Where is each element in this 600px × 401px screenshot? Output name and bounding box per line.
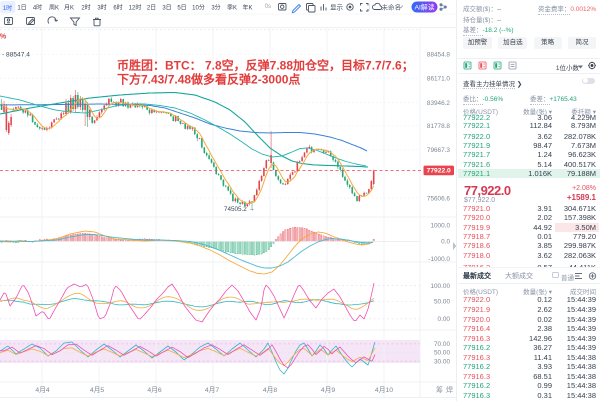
svg-text:77922.0: 77922.0 <box>427 168 451 175</box>
svg-text:币胜团：BTC： 7.8空，反弹7.88加仓空，目标7.7/: 币胜团：BTC： 7.8空，反弹7.88加仓空，目标7.7/7.6； <box>117 58 414 73</box>
svg-text:4月9: 4月9 <box>321 386 336 394</box>
svg-text:未命名: 未命名 <box>382 2 402 11</box>
svg-text:74505.2 →: 74505.2 → <box>224 206 255 213</box>
svg-text:86171.0: 86171.0 <box>427 75 451 82</box>
svg-text:50.00: 50.00 <box>434 299 450 306</box>
svg-text:4月4: 4月4 <box>35 386 50 394</box>
svg-text:筹: 筹 <box>436 385 443 394</box>
svg-text:79667.3: 79667.3 <box>427 147 451 154</box>
svg-text:1000.0: 1000.0 <box>430 223 450 230</box>
svg-text:75606.6: 75606.6 <box>427 195 451 202</box>
svg-text:AI解读: AI解读 <box>414 2 434 11</box>
svg-text:4月5: 4月5 <box>90 386 105 394</box>
svg-text:4月7: 4月7 <box>205 386 220 394</box>
svg-text:6%: 6% <box>0 34 7 41</box>
svg-text:焊: 焊 <box>446 385 453 394</box>
svg-text:4月6: 4月6 <box>147 386 162 394</box>
svg-text:88454.8: 88454.8 <box>427 52 451 59</box>
svg-text:100.00: 100.00 <box>430 283 450 290</box>
svg-text:下方7.43/7.48做多看反弹2-3000点: 下方7.43/7.48做多看反弹2-3000点 <box>117 72 300 87</box>
svg-text:83946.2: 83946.2 <box>427 100 451 107</box>
svg-text:50.00: 50.00 <box>434 350 450 357</box>
svg-text:显示: 显示 <box>330 3 344 11</box>
svg-text:4月8: 4月8 <box>263 386 278 394</box>
svg-text:70.00: 70.00 <box>434 341 450 348</box>
svg-text:4月10: 4月10 <box>375 386 393 394</box>
svg-text:-1000.0: -1000.0 <box>428 256 450 263</box>
svg-text:81778.8: 81778.8 <box>427 123 451 130</box>
svg-text:0.00: 0.00 <box>438 316 451 323</box>
svg-text:- 88547.4: - 88547.4 <box>2 52 30 59</box>
svg-text:0.0: 0.0 <box>441 239 450 246</box>
svg-text:30.00: 30.00 <box>434 358 450 365</box>
